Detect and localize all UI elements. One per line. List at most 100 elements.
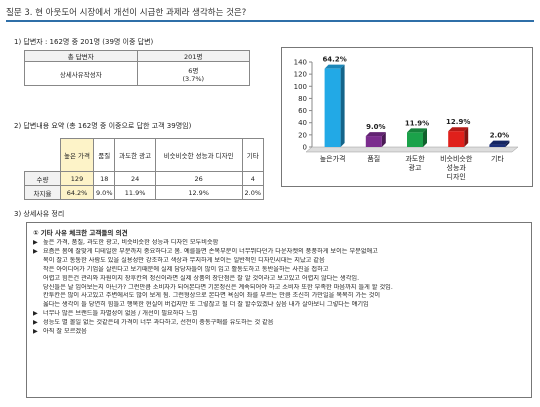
data-label: 64.2% xyxy=(322,56,346,64)
bar xyxy=(324,68,341,147)
x-tick-label: 품질 xyxy=(367,155,380,163)
respondent-row-label: 상세사유작성자 xyxy=(24,61,138,86)
bar-side xyxy=(423,128,427,147)
bar-top xyxy=(448,127,469,132)
summary-col-quality: 품질 xyxy=(93,138,116,172)
y-tick-label: 60 xyxy=(298,107,307,115)
detail-line: 목이 잘고 통통한 사람도 있을 실용성만 강조하고 색상과 무지하게 보이는 … xyxy=(33,257,525,266)
bar-top xyxy=(365,132,386,137)
detail-line: ▶ 요즘은 몸에 잘맞게 디테일한 부분까지 중요하다고 봄. 예를들면 손목부분… xyxy=(33,248,525,257)
y-tick-label: 20 xyxy=(298,131,307,139)
bullet-icon: ▶ xyxy=(33,310,38,318)
detail-lines: ▶ 높은 가격, 품질, 과도한 광고, 비슷비슷한 성능과 디자인 모두비슷함 ▶… xyxy=(33,239,525,337)
section3-heading: 3) 상세사유 정리 xyxy=(14,210,65,218)
y-tick-label: 100 xyxy=(294,83,307,91)
detail-line: ▶ 아직 잘 모르겠음 xyxy=(33,328,525,337)
summary-cell: 4 xyxy=(241,171,265,186)
summary-row-label-share: 차지율 xyxy=(24,185,61,200)
respondent-table: 총 답변자 201명 상세사유작성자 6명 (3.7%) xyxy=(24,50,250,86)
title-divider xyxy=(6,20,534,22)
bar xyxy=(407,132,423,147)
respondent-row-pct: (3.7%) xyxy=(182,74,205,83)
x-tick-label: 성능과 xyxy=(447,163,467,172)
bar-side xyxy=(340,64,345,147)
bar-top xyxy=(407,128,427,133)
respondent-row-value: 6명 xyxy=(188,66,199,75)
chart-floor xyxy=(305,146,519,153)
summary-cell: 64.2% xyxy=(59,185,95,200)
detail-line: 칸투칸은 많이 사고있고 주변에서도 많이 보게 됨. 그런형상으로 본다면 욕… xyxy=(33,292,525,301)
detail-line-text: 높은 가격, 품질, 과도한 광고, 비슷비슷한 성능과 디자인 모두비슷함 xyxy=(43,239,219,246)
x-tick-label: 과도한 xyxy=(405,154,425,163)
section2-heading: 2) 답변내용 요약 (총 162명 중 이중으로 답한 고객 39명임) xyxy=(14,122,192,130)
bar-side xyxy=(505,140,510,147)
x-tick-label: 디자인 xyxy=(447,172,466,181)
detail-box: ① 기타 사유 체크한 고객들의 의견 ▶ 높은 가격, 품질, 과도한 광고, … xyxy=(26,222,532,398)
detail-line-text: 성능도 별 볼일 없는 것같은데 가격이 너무 과다하고, 선전이 충동구매를 … xyxy=(43,319,274,327)
bar-chart: 0 20 40 60 80 100 120 140 64.2% 높은가격 9.0% 품질 11.9% 과도… xyxy=(294,56,519,181)
bar xyxy=(489,144,506,147)
bullet-icon: ▶ xyxy=(33,239,38,246)
bar-side xyxy=(381,132,386,147)
detail-line-text: 칸투칸은 많이 사고있고 주변에서도 많이 보게 됨. 그런형상으로 본다면 욕… xyxy=(43,292,381,300)
detail-line: ▶ 너무나 많은 브랜드들 차별성이 없음 / 개선이 필요하다 느낌 xyxy=(33,310,525,319)
bullet-icon: ▶ xyxy=(33,247,38,255)
summary-col-price: 높은 가격 xyxy=(59,138,95,172)
bullet-icon: ▶ xyxy=(33,319,38,327)
detail-line-text: 요즘은 몸에 잘맞게 디테일한 부분까지 중요하다고 봄. 예를들면 손목부분이… xyxy=(43,247,378,255)
detail-line-text: 너무나 많은 브랜드들 차별성이 없음 / 개선이 필요하다 느낌 xyxy=(43,310,198,318)
summary-cell: 9.0% xyxy=(93,185,116,200)
bar xyxy=(448,131,465,147)
bullet-icon: ▶ xyxy=(33,328,38,336)
detail-line: ▶ 성능도 별 볼일 없는 것같은데 가격이 너무 과다하고, 선전이 충동구매를… xyxy=(33,319,525,328)
summary-col-ads: 과도한 광고 xyxy=(114,138,156,172)
y-tick-label: 80 xyxy=(298,95,307,103)
x-tick-label: 기타 xyxy=(491,154,504,163)
summary-cell: 2.0% xyxy=(241,185,265,200)
summary-corner xyxy=(24,138,61,172)
bar-top xyxy=(324,64,345,69)
respondent-row-value-cell: 6명 (3.7%) xyxy=(136,61,250,86)
x-tick-label: 비슷비슷한 xyxy=(440,154,473,163)
y-tick-label: 120 xyxy=(294,71,307,79)
bar xyxy=(365,136,382,147)
bar-side xyxy=(464,127,469,147)
detail-line: ▶ 높은 가격, 품질, 과도한 광고, 비슷비슷한 성능과 디자인 모두비슷함 xyxy=(33,239,525,248)
bar-chart-container: 0 20 40 60 80 100 120 140 64.2% 높은가격 9.0% 품질 11.9% 과도… xyxy=(281,47,533,187)
detail-line-text: 아직 잘 모르겠음 xyxy=(43,328,87,336)
section1-heading: 1) 답변자 : 162명 중 201명 (39명 이중 답변) xyxy=(14,38,154,46)
x-tick-label: 높은가격 xyxy=(320,154,346,163)
detail-line-text: 어렵고 힘든건 관리와 자원이지 장후칸의 정신이라면 실제 상품의 장단점은 … xyxy=(43,274,360,282)
detail-line-text: 옳다는 생각이 들 당연히 힘들고 행복한 현실이 버겁지만 또 그렇잖고 될 … xyxy=(43,301,369,309)
summary-row-label-count: 수량 xyxy=(24,171,61,186)
summary-cell: 12.9% xyxy=(154,185,243,200)
data-label: 11.9% xyxy=(405,119,429,127)
data-label: 9.0% xyxy=(366,123,385,131)
summary-cell: 129 xyxy=(59,171,95,186)
detail-line-text: 목이 잘고 통통한 사람도 있을 실용성만 강조하고 색상과 무지하게 보이는 … xyxy=(43,256,325,264)
y-tick-label: 0 xyxy=(303,144,307,152)
respondent-header-label: 총 답변자 xyxy=(24,50,138,62)
detail-line: 작은 아이디어가 기업을 살린다고 보기때문에 실제 담당자들이 많이 입고 활… xyxy=(33,266,525,275)
summary-col-etc: 기타 xyxy=(241,138,265,172)
question-title: 질문 3. 현 아웃도어 시장에서 개선이 시급한 과제라 생각하는 것은? xyxy=(6,8,247,18)
detail-line: 어렵고 힘든건 관리와 자원이지 장후칸의 정신이라면 실제 상품의 장단점은 … xyxy=(33,275,525,284)
detail-title: ① 기타 사유 체크한 고객들의 의견 xyxy=(33,229,128,237)
summary-col-design: 비슷비슷한 성능과 디자인 xyxy=(154,138,243,172)
summary-cell: 18 xyxy=(93,171,116,186)
summary-cell: 11.9% xyxy=(114,185,156,200)
y-tick-label: 40 xyxy=(298,119,307,127)
bar-top xyxy=(489,140,510,145)
y-tick-label: 140 xyxy=(294,59,307,67)
summary-table: 높은 가격 품질 과도한 광고 비슷비슷한 성능과 디자인 기타 수량 129 … xyxy=(24,138,265,200)
summary-cell: 24 xyxy=(114,171,156,186)
data-label: 12.9% xyxy=(446,118,470,126)
detail-line: 옳다는 생각이 들 당연히 힘들고 행복한 현실이 버겁지만 또 그렇잖고 될 … xyxy=(33,301,525,310)
detail-line-text: 작은 아이디어가 기업을 살린다고 보기때문에 실제 담당자들이 많이 입고 활… xyxy=(43,265,329,273)
detail-line-text: 당신들은 날 입어보는지 아닌가? 그런만큼 소비자가 되어본다면 기본정신은 … xyxy=(43,283,393,291)
summary-cell: 26 xyxy=(154,171,243,186)
detail-line: 당신들은 날 입어보는지 아닌가? 그런만큼 소비자가 되어본다면 기본정신은 … xyxy=(33,284,525,293)
respondent-header-value: 201명 xyxy=(136,50,250,62)
data-label: 2.0% xyxy=(490,132,509,140)
x-tick-label: 광고 xyxy=(409,164,422,172)
